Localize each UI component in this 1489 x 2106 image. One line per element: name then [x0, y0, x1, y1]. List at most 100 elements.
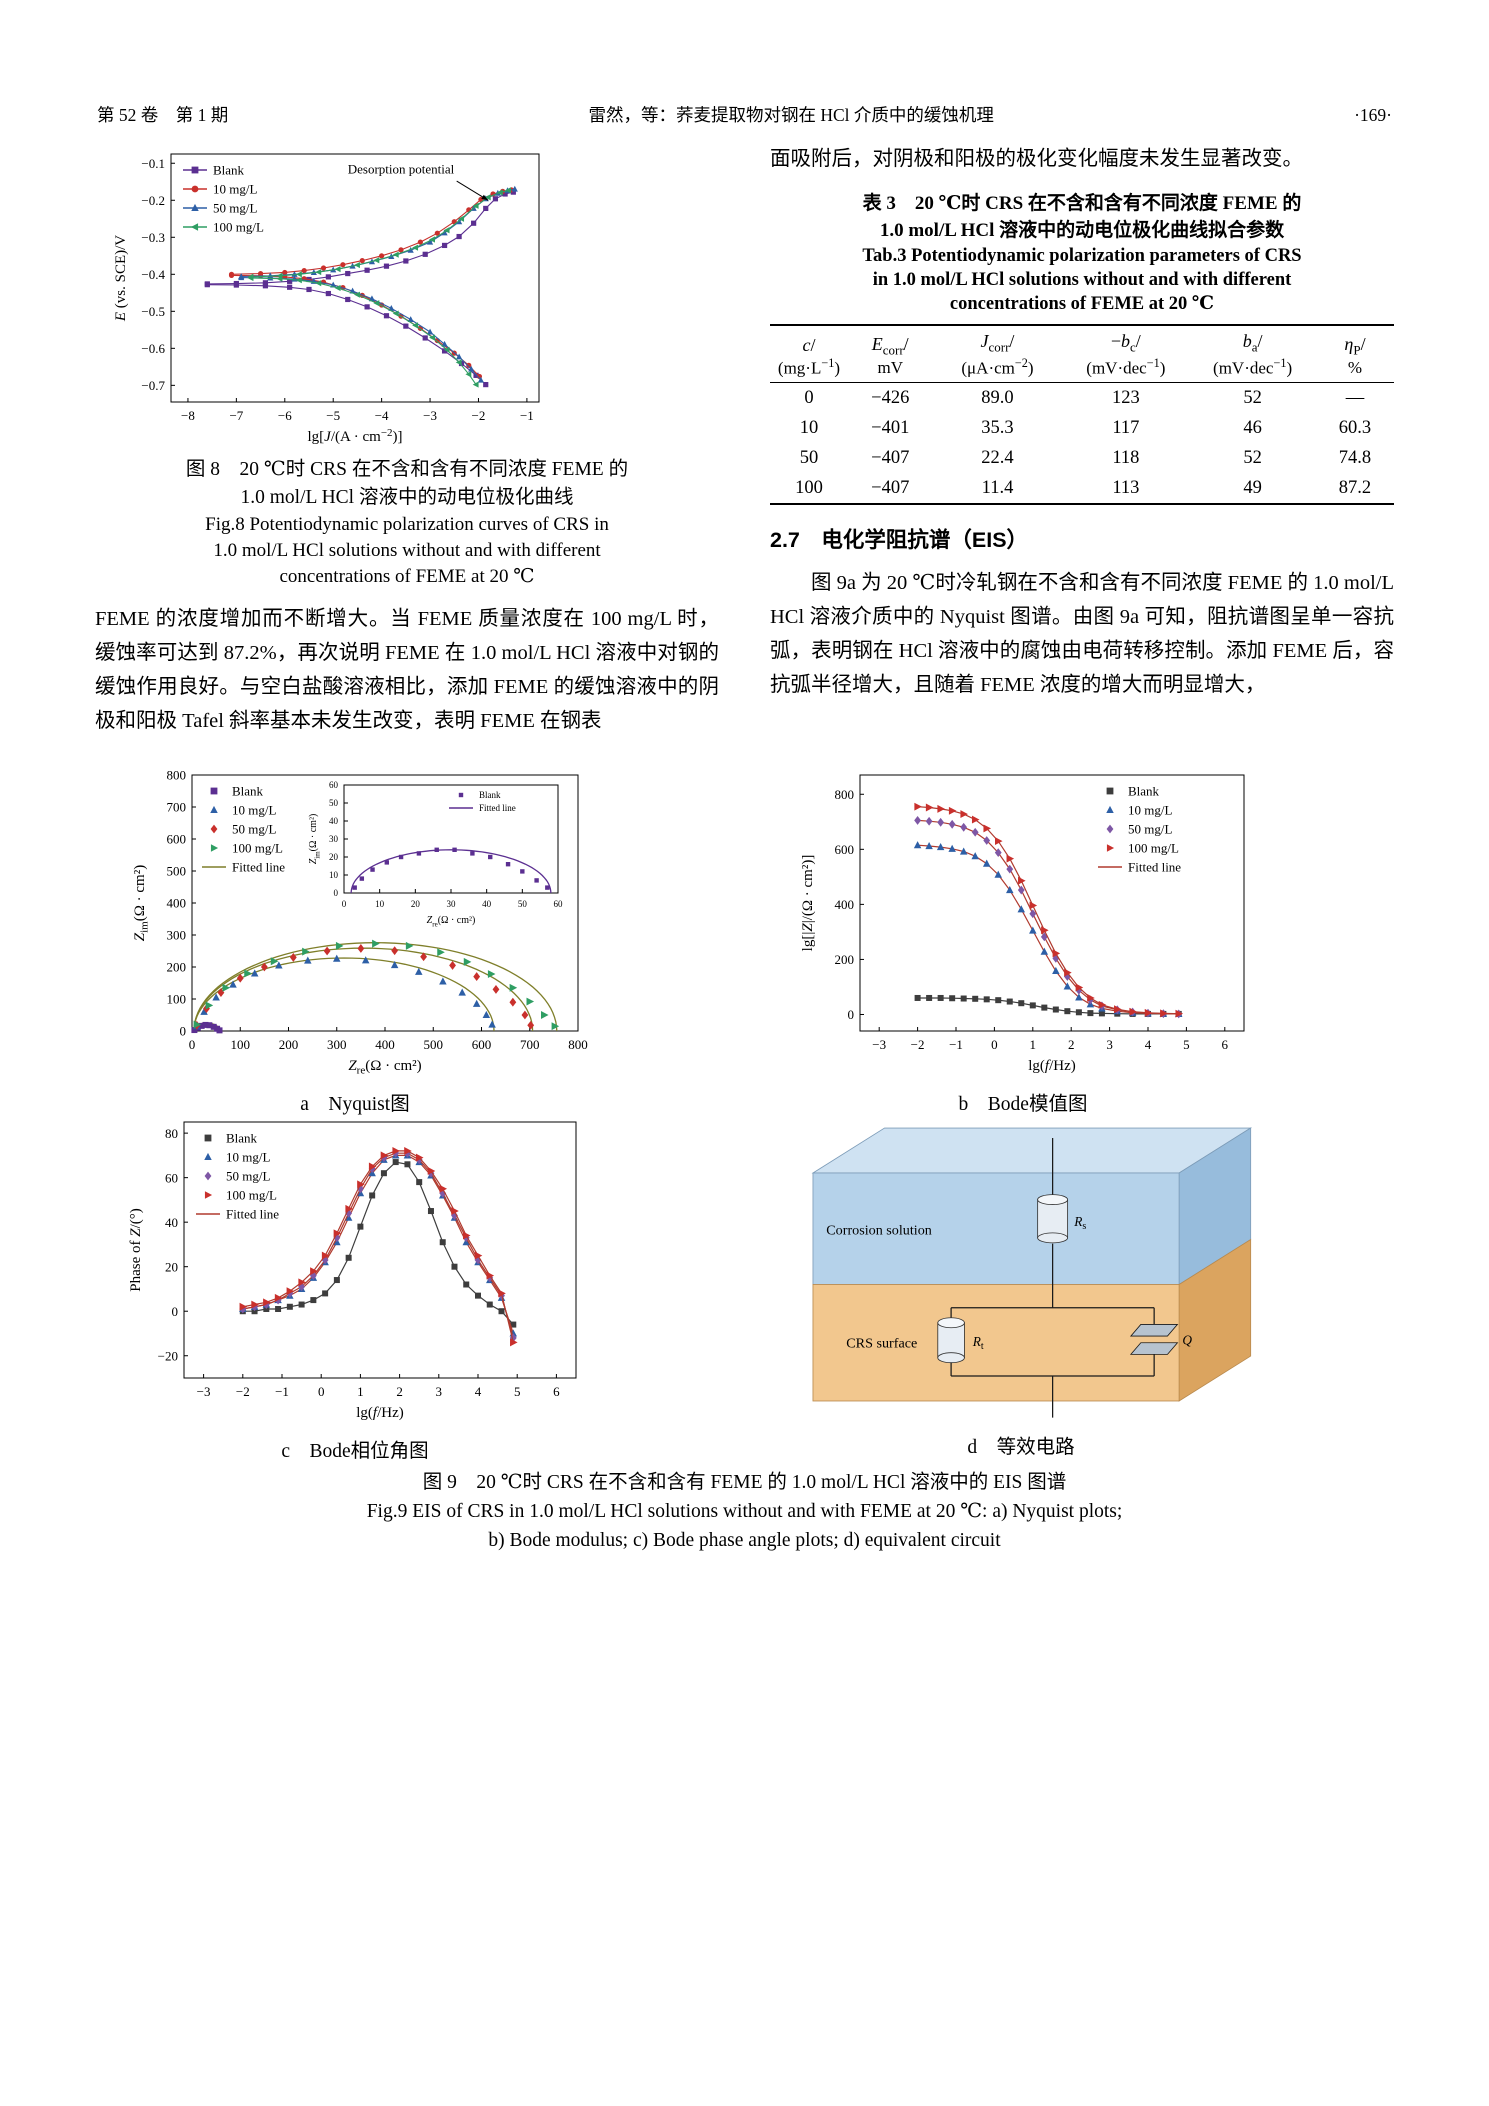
table3-caption-line: 1.0 mol/L HCl 溶液中的动电位极化曲线拟合参数	[879, 220, 1285, 241]
fig9-caption-line: Fig.9 EIS of CRS in 1.0 mol/L HCl soluti…	[366, 1501, 1123, 1522]
svg-text:−3: −3	[197, 1384, 211, 1399]
table3-caption-line: 表 3 20 ℃时 CRS 在不含和含有不同浓度 FEME 的	[862, 193, 1302, 214]
svg-text:5: 5	[514, 1384, 521, 1399]
svg-text:10 mg/L: 10 mg/L	[1128, 803, 1172, 818]
fig9b-group: −3 −2 −1 0 1 2 3 4 5 6 0 200 400 600 800 lg(f/Hz) lg[|Z|…	[800, 774, 1245, 1074]
svg-text:40: 40	[165, 1215, 178, 1230]
fig9c-series-50-mg-l	[239, 1148, 517, 1343]
fig9-panel-b-caption: b Bode模值图	[958, 1094, 1088, 1115]
table3-cell: 22.4	[981, 447, 1014, 468]
fig8-series-50-mg-l	[238, 185, 518, 383]
fig9-panel-b: −3 −2 −1 0 1 2 3 4 5 6 0 200 400 600 800 lg(f/Hz) lg[|Z|…	[788, 765, 1258, 1116]
table3-cell: 74.8	[1338, 447, 1372, 468]
svg-text:Q: Q	[1182, 1332, 1192, 1347]
equivalent-circuit-svg: Corrosion solution Rs CRS surface Rt Q	[811, 1127, 1253, 1418]
fig9a-inset-group: 0 10 20 30 40 50 60 0 10 20 30 40 50 60 Zre(Ω · cm²) Zi…	[308, 780, 563, 928]
svg-text:50 mg/L: 50 mg/L	[1128, 822, 1172, 837]
svg-text:100 mg/L: 100 mg/L	[226, 1188, 277, 1203]
left-column: −8 −7 −6 −5 −4 −3 −2 −1 −0.7 −0.6 −0.5 −0.4 −0.3 −0.2…	[95, 142, 719, 738]
svg-text:100 mg/L: 100 mg/L	[1128, 841, 1179, 856]
svg-text:700: 700	[520, 1037, 540, 1052]
svg-text:300: 300	[327, 1037, 347, 1052]
svg-text:5: 5	[1183, 1037, 1190, 1052]
svg-text:−5: −5	[326, 408, 340, 423]
svg-text:−6: −6	[278, 408, 292, 423]
table3-row: 100 −407 11.4 113 49 87.2	[770, 473, 1394, 504]
svg-text:30: 30	[329, 834, 339, 844]
table3-cell: 52	[1243, 387, 1262, 408]
svg-text:−7: −7	[229, 408, 243, 423]
fig9-bode-phase-chart: −3 −2 −1 0 1 2 3 4 5 6 −20 0 20 40 60 80 lg(f/Hz) Phase o…	[120, 1112, 590, 1430]
fig9b-series-100-mg-l	[914, 802, 1184, 1018]
svg-text:−0.2: −0.2	[141, 193, 165, 208]
svg-text:2: 2	[396, 1384, 403, 1399]
svg-text:Blank: Blank	[479, 790, 501, 800]
table3-cell: 11.4	[981, 477, 1014, 498]
table3-cell: 87.2	[1338, 477, 1372, 498]
fig9a-group: 0 100 200 300 400 500 600 700 800010020030040050…	[132, 768, 588, 1077]
svg-text:400: 400	[167, 896, 187, 911]
svg-text:Zim(Ω · cm²): Zim(Ω · cm²)	[308, 814, 322, 865]
svg-text:4: 4	[475, 1384, 482, 1399]
table3-caption-line: in 1.0 mol/L HCl solutions without and w…	[872, 270, 1292, 290]
svg-text:6: 6	[553, 1384, 560, 1399]
fig9b-legend: Blank 10 mg/L 50 mg/L 100 mg/L Fitted line	[1098, 784, 1181, 875]
svg-text:−1: −1	[275, 1384, 289, 1399]
svg-text:60: 60	[554, 899, 564, 909]
fig9-panel-d-caption: d 等效电路	[967, 1437, 1075, 1458]
body-paragraph: FEME 的浓度增加而不断增大。当 FEME 质量浓度在 100 mg/L 时，…	[95, 608, 719, 732]
svg-text:0: 0	[991, 1037, 998, 1052]
svg-text:20: 20	[329, 852, 339, 862]
table3-cell: −426	[871, 387, 910, 408]
fig9a-series-50-mg-l	[193, 944, 535, 1030]
svg-text:Phase of Z/(°): Phase of Z/(°)	[128, 1208, 144, 1292]
fig9-panel-c: −3 −2 −1 0 1 2 3 4 5 6 −20 0 20 40 60 80 lg(f/Hz) Phase o…	[120, 1112, 590, 1463]
svg-text:−0.1: −0.1	[141, 156, 165, 171]
fig8-svg: −8 −7 −6 −5 −4 −3 −2 −1 −0.7 −0.6 −0.5 −0.4 −0.3 −0.2…	[113, 153, 540, 445]
fig9-nyquist-chart: 0 100 200 300 400 500 600 700 800 0 100 200 300 400 50…	[120, 765, 590, 1083]
svg-text:lg[|Z|/(Ω · cm²)]: lg[|Z|/(Ω · cm²)]	[800, 855, 816, 952]
table3-cell: 0	[804, 387, 814, 408]
table3-col-header: Jcorr/(μA·cm−2)	[961, 331, 1034, 378]
table3-cell: −407	[871, 447, 910, 468]
svg-text:Fitted line: Fitted line	[226, 1207, 279, 1222]
svg-text:Fitted line: Fitted line	[232, 860, 285, 875]
fig9-bode-modulus-chart: −3 −2 −1 0 1 2 3 4 5 6 0 200 400 600 800 lg(f/Hz) lg[|Z|…	[788, 765, 1258, 1083]
svg-text:−20: −20	[158, 1348, 178, 1363]
svg-text:Zre(Ω · cm²): Zre(Ω · cm²)	[427, 915, 476, 929]
svg-text:20: 20	[411, 899, 421, 909]
svg-text:80: 80	[165, 1126, 178, 1141]
table3-col-header: ηP/%	[1344, 333, 1366, 378]
svg-text:−0.3: −0.3	[141, 230, 165, 245]
fig8-caption-line: 1.0 mol/L HCl solutions without and with…	[213, 540, 601, 561]
svg-text:800: 800	[835, 787, 855, 802]
fig8-polarization-chart: −8 −7 −6 −5 −4 −3 −2 −1 −0.7 −0.6 −0.5 −0.4 −0.3 −0.2…	[105, 142, 719, 450]
svg-text:−2: −2	[236, 1384, 250, 1399]
svg-text:Zim(Ω · cm²): Zim(Ω · cm²)	[132, 865, 151, 941]
svg-text:−3: −3	[872, 1037, 886, 1052]
table3-cell: 50	[799, 447, 819, 468]
svg-text:50: 50	[518, 899, 528, 909]
svg-text:200: 200	[279, 1037, 299, 1052]
svg-text:−0.6: −0.6	[141, 341, 165, 356]
svg-text:Blank: Blank	[1128, 784, 1160, 799]
svg-text:6: 6	[1222, 1037, 1229, 1052]
table3-row: 0 −426 89.0 123 52 —	[770, 383, 1394, 414]
svg-text:400: 400	[835, 897, 855, 912]
fig9a-svg: 0 100 200 300 400 500 600 700 800010020030040050…	[132, 768, 588, 1077]
svg-text:4: 4	[1145, 1037, 1152, 1052]
svg-text:200: 200	[167, 960, 187, 975]
fig9-caption-line: 图 9 20 ℃时 CRS 在不含和含有 FEME 的 1.0 mol/L HC…	[422, 1472, 1067, 1493]
svg-text:0: 0	[180, 1024, 187, 1039]
table3-cell: −407	[871, 477, 910, 498]
fig9-panel-a: 0 100 200 300 400 500 600 700 800 0 100 200 300 400 50…	[120, 765, 590, 1116]
svg-text:CRS surface: CRS surface	[846, 1336, 917, 1352]
table3-polarization-parameters: c/(mg·L−1) Ecorr/mV Jcorr/(μA·cm−2) −bc/(mV…	[770, 324, 1394, 506]
svg-text:200: 200	[835, 952, 855, 967]
svg-text:700: 700	[167, 800, 187, 815]
svg-text:500: 500	[167, 864, 187, 879]
fig8-caption-line: Fig.8 Potentiodynamic polarization curve…	[205, 514, 609, 535]
svg-text:3: 3	[436, 1384, 443, 1399]
fig9-panel-a-caption: a Nyquist图	[300, 1094, 410, 1115]
svg-text:0: 0	[189, 1037, 196, 1052]
